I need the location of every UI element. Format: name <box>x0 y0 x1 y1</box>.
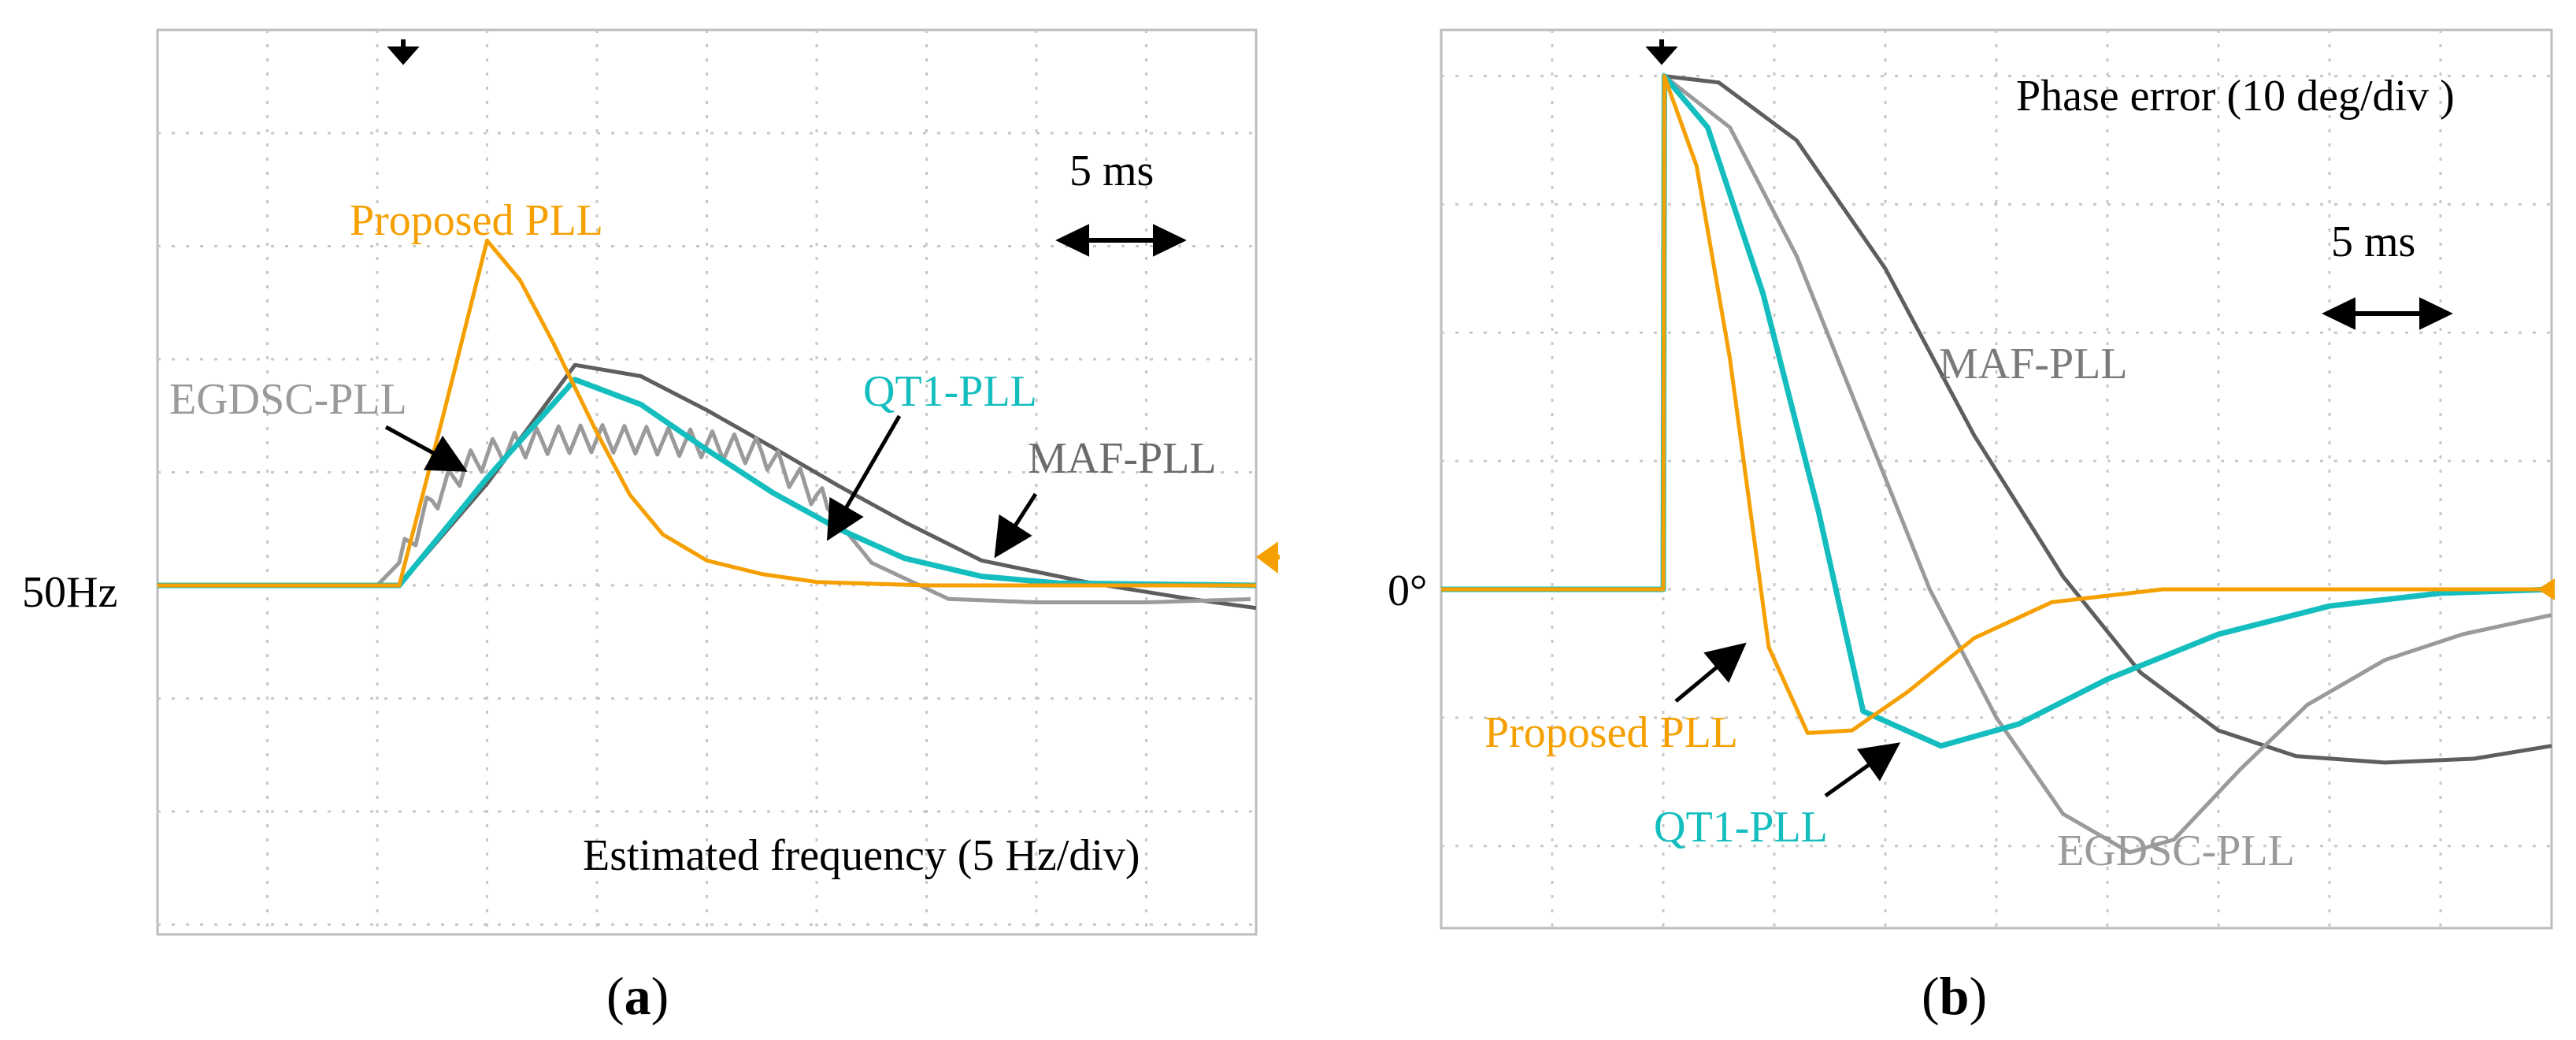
annotation-proposed-b: Proposed PLL <box>1484 708 1738 757</box>
level-marker-a <box>1255 541 1280 574</box>
panel-b: 0° Phase error (10 deg/div ) 5 ms MAF-PL… <box>1388 28 2555 1026</box>
pointer-arrow-maf-a <box>994 492 1038 559</box>
series-line-egdsc-pll <box>1441 74 2552 855</box>
annotation-qt1-a: QT1-PLL <box>863 367 1037 416</box>
plot-frame-b <box>1440 28 2553 930</box>
annotation-maf-a: MAF-PLL <box>1028 434 1217 483</box>
series-group-a <box>158 238 1257 611</box>
pointer-arrow-egdsc-a <box>384 425 468 472</box>
grid-a <box>158 30 1256 934</box>
panel-title-b: Phase error (10 deg/div ) <box>2016 72 2455 121</box>
annotation-maf-b: MAF-PLL <box>1939 340 2128 388</box>
trigger-marker-b <box>1645 39 1678 65</box>
y-reference-label-b: 0° <box>1388 566 1427 615</box>
series-group-b <box>1441 73 2552 855</box>
series-line-proposed-pll <box>1441 74 2552 735</box>
pointer-arrow-qt1-b <box>1824 742 1901 798</box>
level-marker-b <box>2537 578 2555 600</box>
series-line-maf-pll <box>1441 74 2552 765</box>
caption-letter-a: a <box>625 966 651 1026</box>
time-scale-arrow-a <box>1055 224 1187 257</box>
time-scale-label-b: 5 ms <box>2331 217 2415 266</box>
caption-b: (b) <box>1922 966 1987 1026</box>
panel-a: 50Hz 5 ms Estimated frequency (5 Hz/div)… <box>22 28 1280 1026</box>
caption-letter-b: b <box>1940 966 1970 1026</box>
annotation-egdsc-b: EGDSC-PLL <box>2057 826 2295 875</box>
caption-a: (a) <box>606 966 669 1026</box>
trigger-marker-a <box>387 39 420 65</box>
annotation-qt1-b: QT1-PLL <box>1654 803 1828 852</box>
pointer-arrow-qt1-a <box>826 414 902 541</box>
series-line-qt1-pll <box>158 377 1257 589</box>
time-scale-label-a: 5 ms <box>1069 147 1154 195</box>
annotation-proposed-a: Proposed PLL <box>350 196 603 245</box>
y-reference-label-a: 50Hz <box>22 568 117 617</box>
series-line-proposed-pll <box>158 238 1256 588</box>
panel-title-a: Estimated frequency (5 Hz/div) <box>583 831 1140 880</box>
time-scale-arrow-b <box>2322 297 2453 330</box>
series-line-qt1-pll <box>1441 73 2552 749</box>
annotation-egdsc-a: EGDSC-PLL <box>169 375 407 424</box>
pointer-arrow-proposed-b <box>1674 642 1747 703</box>
